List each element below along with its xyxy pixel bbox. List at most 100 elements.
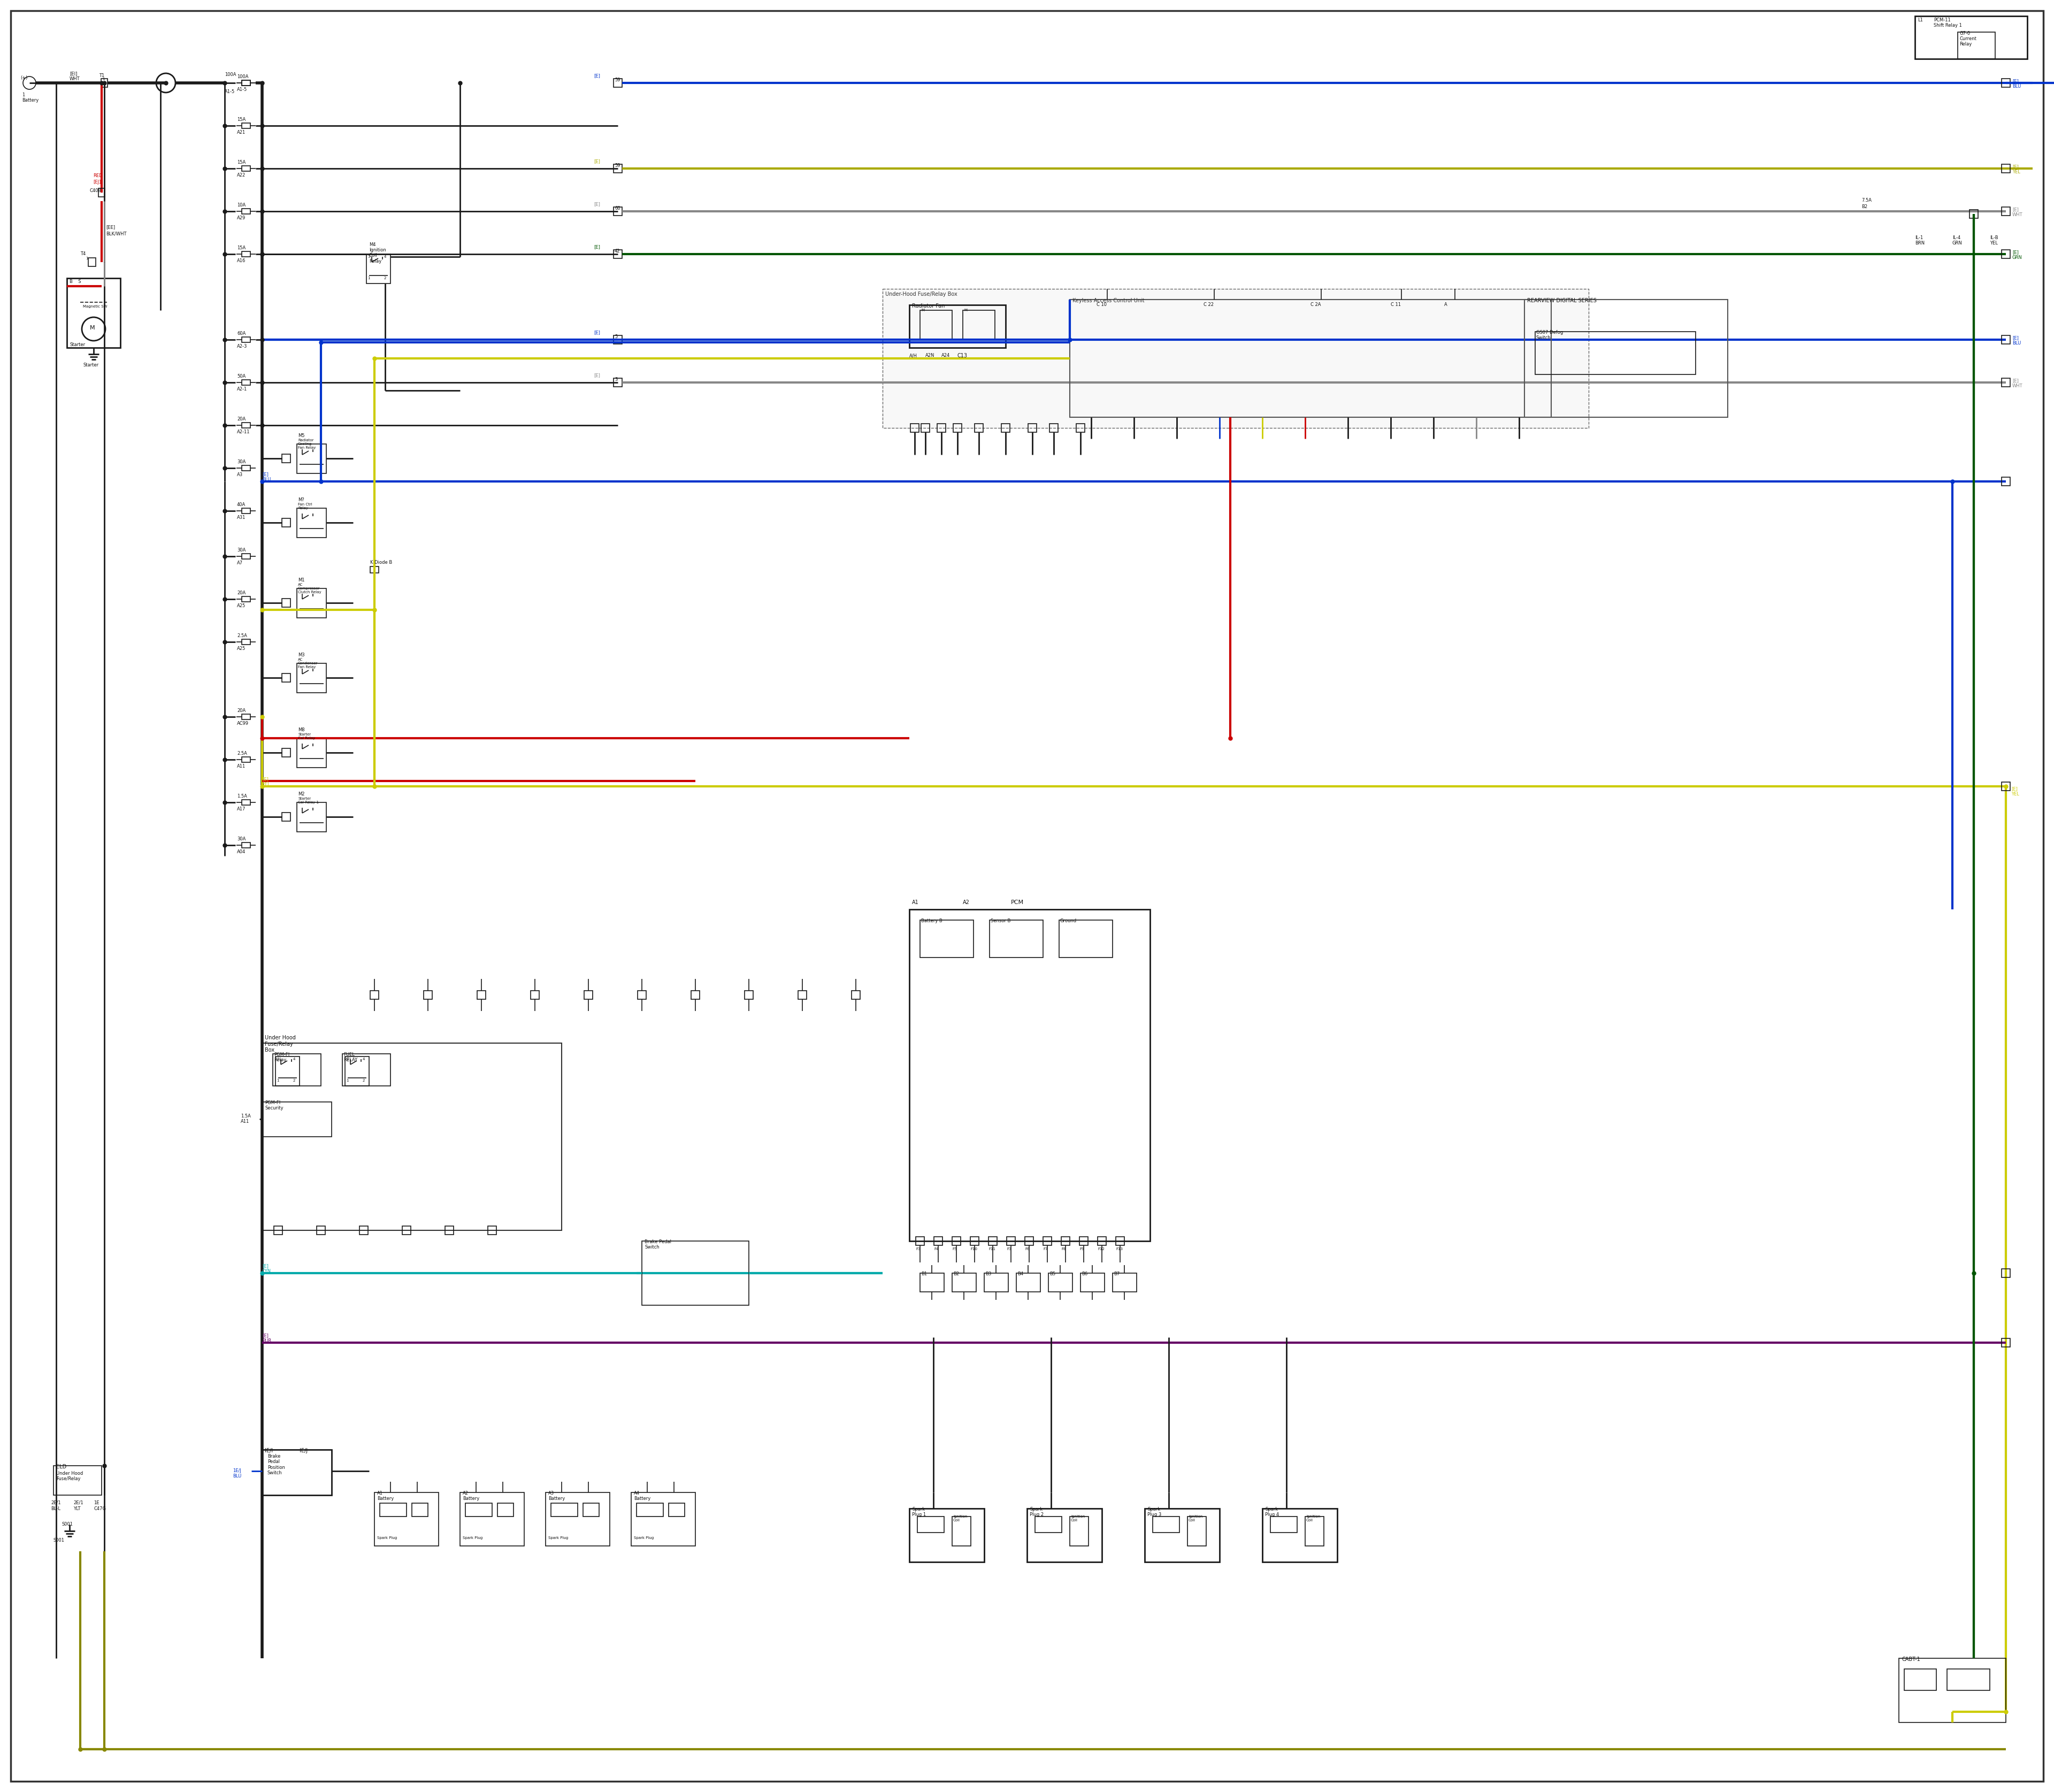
Bar <box>852 991 861 1000</box>
Text: 20A: 20A <box>236 708 246 713</box>
Text: [E]
YEL: [E] YEL <box>263 776 269 787</box>
Text: M3: M3 <box>298 652 304 658</box>
Bar <box>583 1503 600 1516</box>
Bar <box>1080 1272 1105 1292</box>
Text: Ignition
Coil: Ignition Coil <box>1070 1514 1085 1521</box>
Text: F9: F9 <box>1080 1247 1085 1251</box>
Text: Ground: Ground <box>1060 919 1076 923</box>
Text: M: M <box>963 308 967 312</box>
Text: A2-3: A2-3 <box>236 344 246 349</box>
Text: F3: F3 <box>1006 1247 1011 1251</box>
Bar <box>298 509 327 538</box>
Bar <box>1050 423 1058 432</box>
Bar <box>920 919 974 957</box>
Bar <box>1070 299 1551 418</box>
Bar <box>1048 1272 1072 1292</box>
Text: IE/J: IE/J <box>300 1448 308 1453</box>
Bar <box>1027 1509 1101 1563</box>
Text: Sensor B: Sensor B <box>990 919 1011 923</box>
Text: M?: M? <box>298 498 304 502</box>
Text: Ignition
Coil: Ignition Coil <box>953 1514 967 1521</box>
Bar <box>68 278 121 348</box>
Bar <box>281 453 290 462</box>
Text: 4: 4 <box>294 1057 296 1061</box>
Bar <box>263 1450 331 1495</box>
Bar <box>53 1466 101 1495</box>
Bar <box>281 812 290 821</box>
Text: [E]
PUR: [E] PUR <box>263 1333 271 1344</box>
Bar <box>242 842 251 848</box>
Bar <box>281 518 290 527</box>
Bar <box>953 1272 976 1292</box>
Text: A/H: A/H <box>910 353 918 358</box>
Bar <box>1144 1509 1220 1563</box>
Bar <box>614 335 622 344</box>
Bar <box>920 1272 945 1292</box>
Text: [E]
GRN: [E] GRN <box>2013 249 2023 260</box>
Text: F7: F7 <box>1043 1247 1048 1251</box>
Text: A2-1: A2-1 <box>236 387 246 392</box>
Text: K Diode B: K Diode B <box>370 561 392 564</box>
Text: 1.5A
A11: 1.5A A11 <box>240 1113 251 1124</box>
Text: Starter: Starter <box>70 342 86 348</box>
Bar <box>631 1493 696 1546</box>
Text: 1E: 1E <box>94 1500 99 1505</box>
Bar <box>242 554 251 559</box>
Text: S001: S001 <box>62 1521 72 1527</box>
Text: 2E/1: 2E/1 <box>51 1500 62 1505</box>
Text: C47G: C47G <box>94 1507 107 1511</box>
Bar <box>403 1226 411 1235</box>
Text: BLK/WHT: BLK/WHT <box>107 231 127 237</box>
Bar <box>974 423 984 432</box>
Bar <box>273 1054 320 1086</box>
Text: F10: F10 <box>969 1247 978 1251</box>
Bar <box>1070 1516 1089 1546</box>
Text: GS07 Defog
Switch: GS07 Defog Switch <box>1536 330 1563 340</box>
Text: 42: 42 <box>614 249 620 253</box>
Text: Under-Hood Fuse/Relay Box: Under-Hood Fuse/Relay Box <box>885 292 957 297</box>
Bar <box>637 991 647 1000</box>
Text: [E]
BLU: [E] BLU <box>2013 79 2021 90</box>
Text: G7-0: G7-0 <box>1960 30 1970 36</box>
Bar <box>2001 477 2011 486</box>
Bar <box>2001 1339 2011 1348</box>
Bar <box>423 991 431 1000</box>
Bar <box>1029 423 1037 432</box>
Text: S001: S001 <box>53 1538 66 1543</box>
Bar <box>583 991 594 1000</box>
Bar <box>920 310 953 340</box>
Text: C 22: C 22 <box>1204 303 1214 306</box>
Bar <box>281 599 290 607</box>
Bar <box>242 597 251 602</box>
Text: Brake
Pedal
Position
Switch: Brake Pedal Position Switch <box>267 1453 286 1475</box>
Bar <box>2001 79 2011 88</box>
Text: 60: 60 <box>614 206 620 211</box>
Text: M: M <box>90 324 94 330</box>
Text: 1: 1 <box>277 1079 279 1082</box>
Text: M4: M4 <box>370 242 376 247</box>
Text: [E]: [E] <box>594 330 600 335</box>
Text: IL-4
GRN: IL-4 GRN <box>1953 235 1962 246</box>
Text: Ignition
Coil: Ignition Coil <box>1189 1514 1204 1521</box>
Text: Spark
Plug 1: Spark Plug 1 <box>912 1507 926 1518</box>
Text: Spark
Plug 4: Spark Plug 4 <box>1265 1507 1280 1518</box>
Bar <box>1060 919 1113 957</box>
Bar <box>1524 299 1727 418</box>
Text: [EE]: [EE] <box>107 224 115 229</box>
Bar <box>799 991 807 1000</box>
Bar <box>1947 1668 1990 1690</box>
Text: A2
Battery: A2 Battery <box>462 1491 479 1502</box>
Bar <box>953 423 961 432</box>
Text: A24: A24 <box>941 353 951 358</box>
Bar <box>969 1236 980 1245</box>
Bar <box>413 1503 427 1516</box>
Text: [E]
YEL: [E] YEL <box>2011 787 2019 797</box>
Bar <box>1304 1516 1325 1546</box>
Text: 15A: 15A <box>236 246 246 251</box>
Text: Starter
Cal Relay: Starter Cal Relay <box>298 733 314 740</box>
Bar <box>460 1493 524 1546</box>
Bar <box>343 1054 390 1086</box>
Text: PCM: PCM <box>1011 900 1023 905</box>
Bar <box>2001 208 2011 215</box>
Text: Battery B: Battery B <box>920 919 943 923</box>
